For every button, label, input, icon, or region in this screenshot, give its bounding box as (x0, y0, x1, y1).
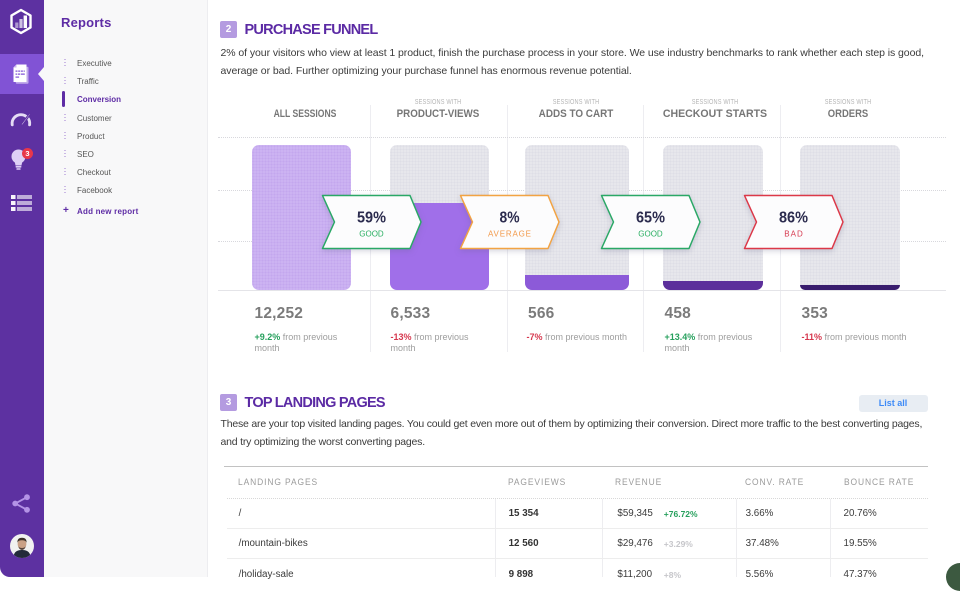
svg-text:GOOD: GOOD (359, 230, 384, 239)
svg-text:86%: 86% (779, 210, 808, 227)
svg-text:8%: 8% (500, 210, 520, 227)
svg-text:65%: 65% (636, 210, 665, 227)
svg-text:GOOD: GOOD (638, 230, 663, 239)
svg-text:BAD: BAD (784, 230, 803, 239)
svg-text:AVERAGE: AVERAGE (488, 230, 531, 239)
svg-text:59%: 59% (357, 210, 386, 227)
